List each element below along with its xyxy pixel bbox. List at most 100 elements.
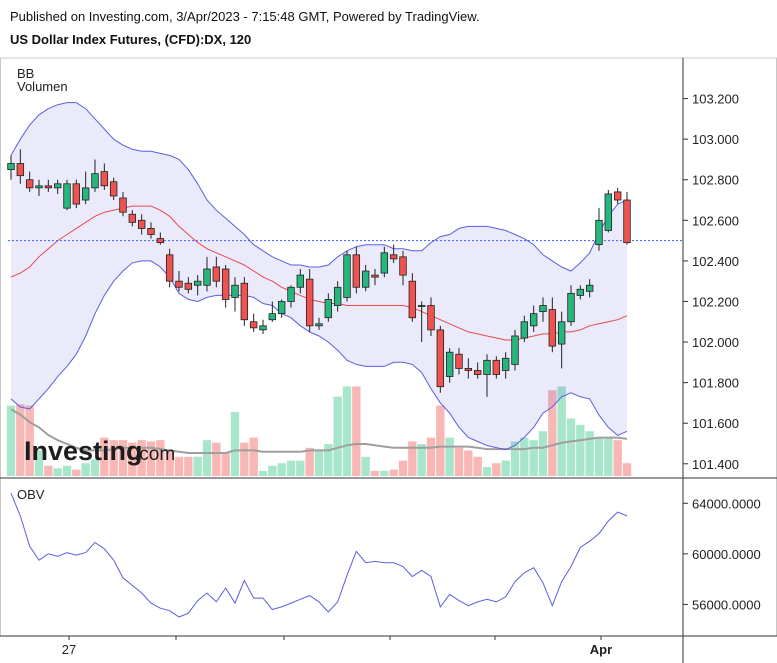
- candle: [483, 354, 491, 397]
- volume-bar: [473, 456, 482, 476]
- y-tick-label: 101.400: [692, 457, 739, 472]
- candle: [25, 171, 34, 192]
- candle-body: [81, 187, 90, 201]
- candle-body: [277, 301, 286, 315]
- candle-body: [193, 280, 202, 286]
- candle: [277, 299, 286, 318]
- candle: [7, 155, 15, 180]
- volume-bar: [417, 444, 426, 476]
- candle-body: [492, 359, 501, 375]
- volume-bar: [520, 437, 529, 476]
- obv-y-tick-label: 64000.0000: [692, 496, 761, 511]
- candle: [44, 179, 53, 192]
- candle: [249, 313, 258, 332]
- candle-body: [165, 254, 174, 282]
- candle: [305, 269, 314, 332]
- candle-body: [455, 353, 463, 369]
- candle: [557, 311, 566, 369]
- candle-body: [343, 254, 351, 298]
- volume-bar: [482, 467, 492, 476]
- bb-label: BB: [17, 66, 34, 81]
- volume-bar: [249, 437, 258, 476]
- candle: [175, 271, 183, 292]
- candle-body: [100, 171, 109, 187]
- volume-bar: [268, 465, 277, 476]
- volume-bar: [128, 442, 137, 476]
- candle-body: [128, 213, 137, 223]
- candle: [529, 305, 538, 332]
- y-tick-label: 101.800: [692, 376, 739, 391]
- volume-bar: [333, 396, 342, 476]
- candle-body: [427, 305, 435, 331]
- volume-bar: [34, 450, 44, 476]
- volume-bar: [230, 412, 240, 476]
- candle: [324, 293, 333, 322]
- candle-body: [305, 278, 314, 327]
- candle: [623, 191, 631, 245]
- candle-body: [119, 197, 127, 213]
- volume-bar: [72, 469, 81, 476]
- volume-bar: [16, 404, 25, 476]
- volume-bar: [305, 447, 314, 476]
- volume-bar: [324, 444, 333, 476]
- volume-bar: [398, 460, 408, 476]
- volume-bar: [202, 440, 212, 476]
- candle-body: [464, 368, 473, 371]
- volume-bar: [622, 463, 632, 476]
- volume-bar: [585, 431, 594, 476]
- candle: [455, 348, 463, 375]
- candle: [445, 348, 454, 383]
- candle-body: [324, 299, 333, 319]
- candle-body: [371, 274, 379, 278]
- volume-bar: [212, 442, 221, 476]
- logo-domain: .com: [134, 444, 175, 465]
- candle-body: [576, 288, 585, 296]
- candle: [81, 171, 90, 205]
- candle: [53, 179, 62, 194]
- candle-body: [175, 280, 183, 288]
- candle-body: [184, 282, 193, 290]
- y-tick-label: 102.600: [692, 213, 739, 228]
- volume-bar: [146, 441, 156, 476]
- volume-bar: [286, 460, 296, 476]
- candle-body: [25, 179, 34, 189]
- candle-body: [249, 321, 258, 329]
- candle-body: [231, 284, 239, 298]
- candle: [548, 297, 557, 353]
- candle: [361, 264, 370, 292]
- volume-bar: [408, 441, 417, 476]
- candle-body: [156, 238, 165, 244]
- volume-bar: [277, 463, 286, 476]
- y-tick-label: 101.600: [692, 416, 739, 431]
- volume-bar: [240, 442, 249, 476]
- published-note: Published on Investing.com, 3/Apr/2023 -…: [10, 9, 480, 24]
- candle: [567, 285, 575, 326]
- candle: [72, 179, 81, 209]
- volume-bar: [109, 440, 118, 476]
- volume-bar: [352, 386, 361, 476]
- candle-body: [91, 173, 99, 189]
- candle-body: [35, 185, 43, 189]
- candle-body: [595, 219, 603, 246]
- candle: [408, 273, 417, 322]
- volume-bar: [165, 450, 174, 476]
- candle: [492, 356, 501, 379]
- candle: [464, 358, 473, 379]
- volume-bar: [44, 465, 53, 476]
- candle: [156, 232, 165, 245]
- volume-bar: [184, 456, 193, 476]
- candle: [380, 246, 389, 278]
- candle: [268, 301, 277, 322]
- candle-body: [529, 313, 538, 327]
- obv-line: [10, 493, 628, 618]
- candle-body: [109, 181, 118, 197]
- volume-bar: [156, 440, 165, 476]
- candle: [399, 250, 407, 286]
- candle-body: [567, 292, 575, 323]
- volume-bar: [566, 418, 576, 476]
- candle-body: [315, 323, 323, 327]
- candle: [35, 179, 43, 196]
- candle: [436, 325, 445, 393]
- candle-body: [137, 219, 146, 229]
